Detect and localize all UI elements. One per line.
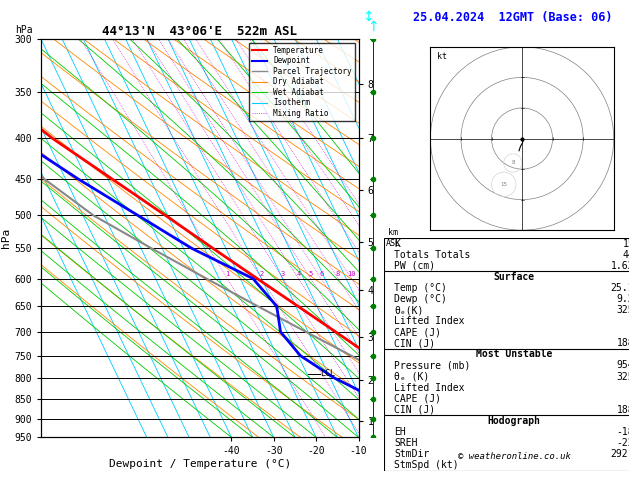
Text: 44: 44 [623, 250, 629, 260]
Text: 2: 2 [259, 271, 264, 277]
Text: 8: 8 [511, 160, 515, 165]
Text: 188: 188 [616, 338, 629, 348]
Text: 4: 4 [296, 271, 301, 277]
Text: 325: 325 [616, 305, 629, 315]
Text: CAPE (J): CAPE (J) [394, 394, 441, 404]
Text: SREH: SREH [394, 438, 418, 448]
Text: PW (cm): PW (cm) [394, 261, 435, 271]
Text: θₑ(K): θₑ(K) [394, 305, 423, 315]
Text: 15: 15 [623, 239, 629, 249]
Text: EH: EH [394, 427, 406, 437]
Text: 9.2: 9.2 [616, 294, 629, 304]
Text: Temp (°C): Temp (°C) [394, 283, 447, 293]
Text: 10: 10 [347, 271, 355, 277]
Text: -22: -22 [616, 438, 629, 448]
Text: -18: -18 [616, 427, 629, 437]
Text: StmSpd (kt): StmSpd (kt) [394, 460, 459, 470]
Text: 292°: 292° [611, 449, 629, 459]
Text: hPa: hPa [16, 25, 33, 35]
Text: 325: 325 [616, 371, 629, 382]
Text: LCL: LCL [320, 369, 335, 378]
Text: Pressure (mb): Pressure (mb) [394, 361, 470, 370]
Y-axis label: km
ASL: km ASL [386, 228, 401, 248]
Text: 8: 8 [336, 271, 340, 277]
Text: Lifted Index: Lifted Index [394, 382, 465, 393]
Text: ↕: ↕ [362, 10, 374, 24]
Text: Most Unstable: Most Unstable [476, 349, 552, 359]
Text: 15: 15 [500, 182, 507, 187]
Text: 954: 954 [616, 361, 629, 370]
Text: Totals Totals: Totals Totals [394, 250, 470, 260]
Text: © weatheronline.co.uk: © weatheronline.co.uk [458, 452, 571, 461]
Legend: Temperature, Dewpoint, Parcel Trajectory, Dry Adiabat, Wet Adiabat, Isotherm, Mi: Temperature, Dewpoint, Parcel Trajectory… [248, 43, 355, 121]
Text: 6: 6 [319, 271, 323, 277]
Text: 3: 3 [281, 271, 285, 277]
Text: Dewp (°C): Dewp (°C) [394, 294, 447, 304]
X-axis label: Dewpoint / Temperature (°C): Dewpoint / Temperature (°C) [109, 459, 291, 469]
Text: 1: 1 [225, 271, 230, 277]
Text: Lifted Index: Lifted Index [394, 316, 465, 326]
Y-axis label: hPa: hPa [1, 228, 11, 248]
Text: 25.04.2024  12GMT (Base: 06): 25.04.2024 12GMT (Base: 06) [413, 11, 613, 23]
Text: CIN (J): CIN (J) [394, 338, 435, 348]
Text: Hodograph: Hodograph [487, 416, 541, 426]
Text: CAPE (J): CAPE (J) [394, 327, 441, 337]
Text: 1.62: 1.62 [611, 261, 629, 271]
Text: 25.1: 25.1 [611, 283, 629, 293]
Text: 5: 5 [309, 271, 313, 277]
Text: θₑ (K): θₑ (K) [394, 371, 430, 382]
Text: CIN (J): CIN (J) [394, 405, 435, 415]
Text: K: K [394, 239, 400, 249]
Text: 188: 188 [616, 405, 629, 415]
Text: Surface: Surface [494, 272, 535, 282]
Text: ↑: ↑ [367, 20, 379, 34]
Title: 44°13'N  43°06'E  522m ASL: 44°13'N 43°06'E 522m ASL [102, 25, 298, 38]
Text: StmDir: StmDir [394, 449, 430, 459]
Text: kt: kt [437, 52, 447, 61]
